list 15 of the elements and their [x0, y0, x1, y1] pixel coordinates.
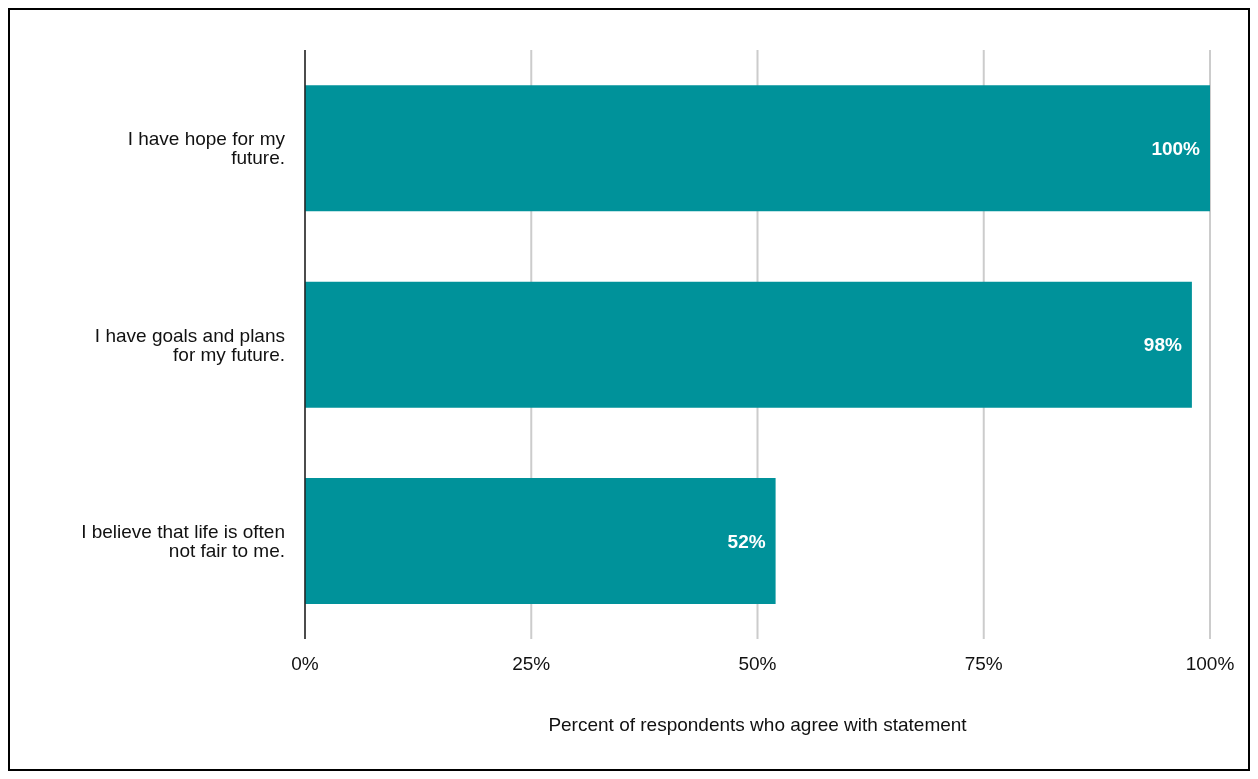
x-tick-label: 50% [738, 653, 777, 675]
data-label: 100% [1151, 138, 1201, 160]
x-tick-label: 100% [1185, 653, 1235, 675]
data-label: 98% [1143, 334, 1182, 356]
bar [305, 281, 1192, 408]
x-tick-label: 0% [291, 653, 319, 675]
data-label: 52% [727, 530, 766, 552]
x-tick-label: 25% [512, 653, 551, 675]
y-tick-label: I have hope for my future. [127, 128, 286, 169]
bar [305, 85, 1210, 212]
bar [305, 478, 776, 605]
x-axis-title: Percent of respondents who agree with statement [548, 714, 968, 735]
y-tick-label: I have goals and plans for my future. [94, 324, 285, 365]
y-tick-label: I believe that life is often not fair to me. [81, 521, 285, 562]
x-tick-label: 75% [964, 653, 1003, 675]
